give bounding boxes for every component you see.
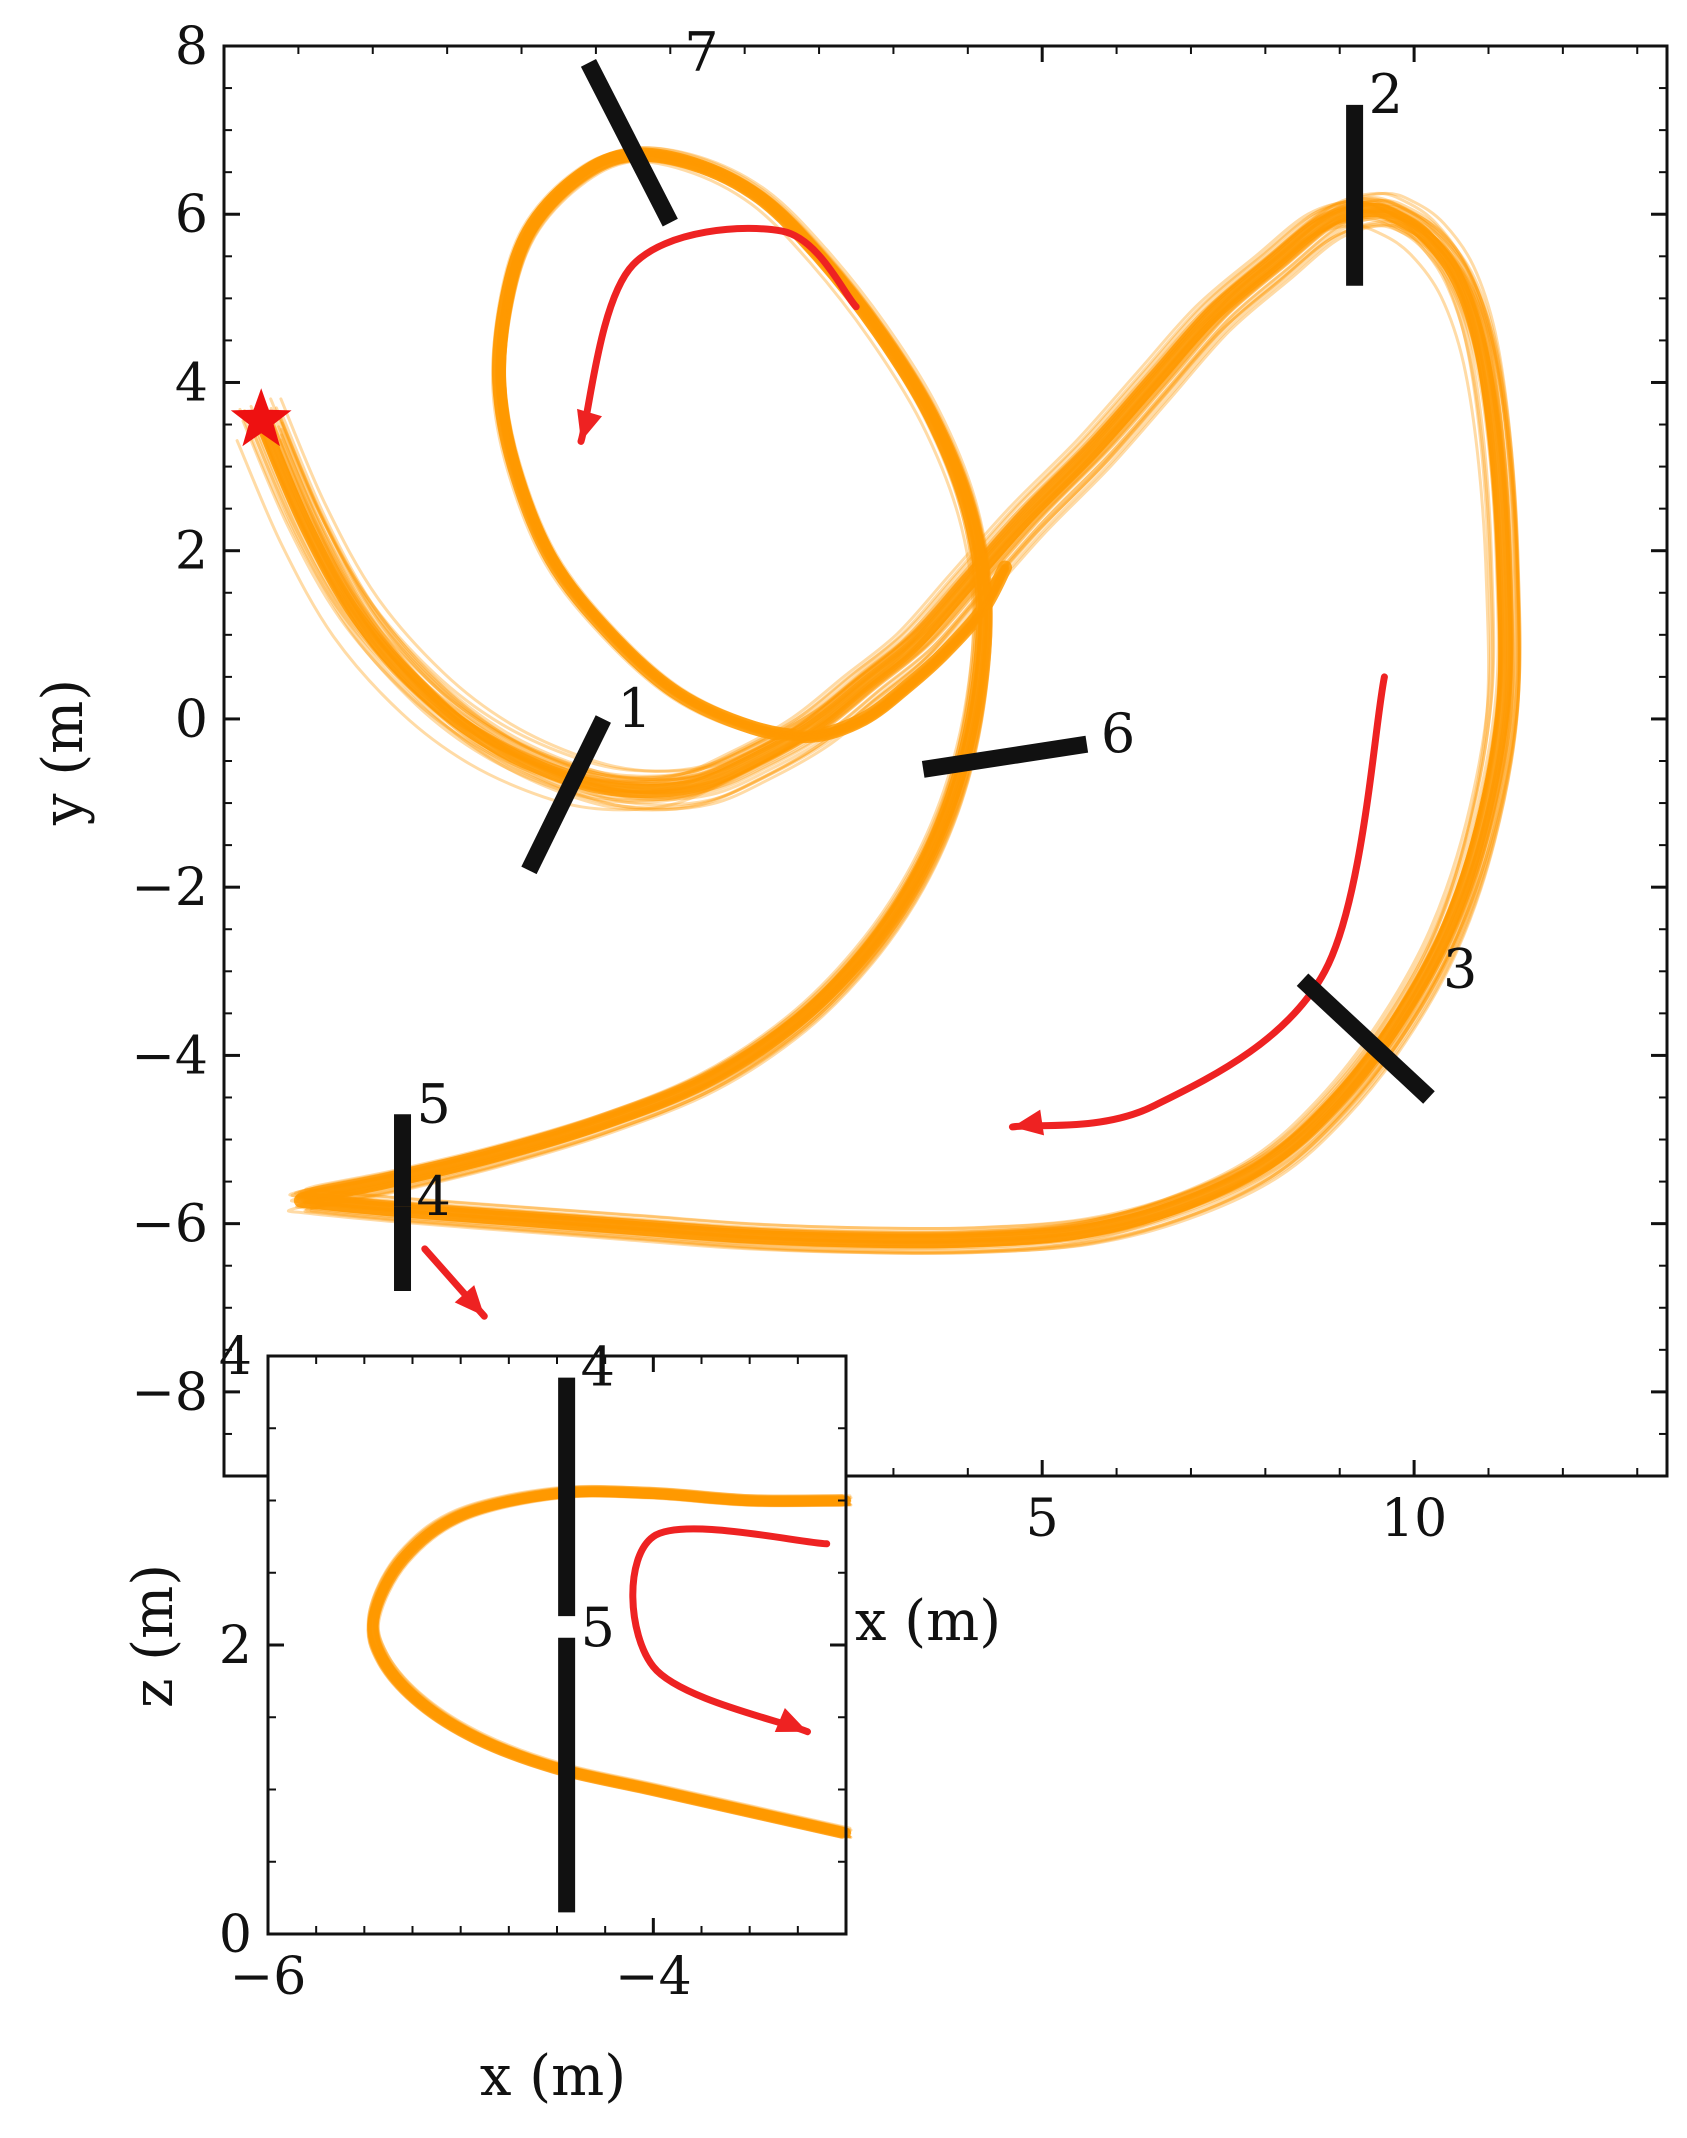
y-tick-label: 0 [219, 1905, 252, 1965]
x-tick-label: 10 [1381, 1489, 1447, 1549]
trajectory-mean-line [368, 1486, 851, 1838]
y-tick-label: −8 [131, 1363, 208, 1423]
main-gates: 1 2 3 4 5 6 7 [394, 21, 1477, 1291]
gate-label: 1 [617, 677, 651, 740]
gate-label: 4 [417, 1165, 451, 1228]
y-tick-label: −2 [131, 858, 208, 918]
gate-label: 7 [684, 21, 718, 84]
y-tick-label: 6 [175, 185, 208, 245]
direction-arrow [1008, 673, 1388, 1131]
main-direction-arrows [421, 224, 1388, 1320]
trajectory-mean-line [254, 147, 1513, 1249]
inset-ticks: −6 −4 0 2 4 [219, 1327, 847, 2007]
y-tick-label: 2 [175, 522, 208, 582]
direction-arrow [577, 224, 860, 445]
start-star-icon [230, 388, 292, 447]
gate-label: 5 [417, 1072, 451, 1135]
main-plot: 1 2 3 4 5 6 7 5 10 −8 −6 −4 −2 0 2 4 6 8 y (m) x (m) [31, 17, 1669, 1654]
direction-arrow-head [454, 1285, 485, 1317]
x-tick-label: 5 [1026, 1489, 1059, 1549]
inset-trajectory-bundle [366, 1484, 853, 1839]
direction-arrow [629, 1525, 831, 1736]
inset-xlabel: x (m) [480, 2044, 626, 2109]
start-marker-group [230, 388, 292, 447]
gate-bar [580, 58, 678, 227]
inset-background [268, 1356, 846, 1934]
gate-label: 3 [1443, 938, 1477, 1001]
y-tick-label: −4 [131, 1026, 208, 1086]
gate-label: 6 [1101, 702, 1135, 765]
y-tick-label: 8 [175, 17, 208, 77]
main-ylabel: y (m) [31, 679, 96, 826]
inset-gates: 45 [558, 1336, 615, 1913]
inset-ylabel: z (m) [121, 1564, 186, 1708]
y-tick-label: 0 [175, 690, 208, 750]
y-tick-label: −6 [131, 1195, 208, 1255]
gate-label: 4 [581, 1336, 615, 1399]
y-tick-label: 2 [219, 1616, 252, 1676]
main-ticks: 5 10 −8 −6 −4 −2 0 2 4 6 8 [131, 17, 1667, 1549]
gate-bar [921, 735, 1089, 778]
inset-direction-arrows [629, 1525, 831, 1736]
direction-arrow-head [774, 1708, 808, 1733]
x-tick-label: −6 [230, 1947, 307, 2007]
x-tick-label: −4 [615, 1947, 692, 2007]
direction-arrow-head [1012, 1109, 1045, 1136]
y-tick-label: 4 [175, 353, 208, 413]
direction-arrow-head [577, 408, 602, 442]
main-trajectory-bundle [235, 146, 1522, 1255]
gate-label: 2 [1369, 63, 1403, 126]
gate-bar [521, 715, 611, 875]
gate-bar [1296, 973, 1435, 1104]
gate-label: 5 [581, 1596, 615, 1659]
y-tick-label: 4 [219, 1327, 252, 1387]
main-xlabel: x (m) [855, 1589, 1001, 1654]
